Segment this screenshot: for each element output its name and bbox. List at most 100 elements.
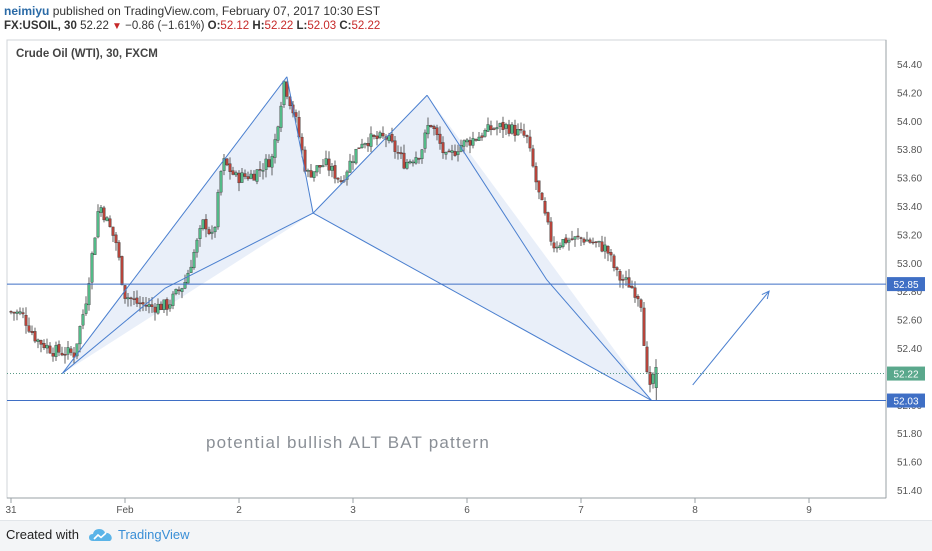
y-tick-label: 51.80	[897, 429, 922, 440]
candle-body	[51, 353, 55, 357]
candle-body	[57, 344, 61, 353]
candle-body	[513, 124, 517, 136]
y-tick-label: 54.20	[897, 88, 922, 99]
candle-body	[219, 171, 223, 193]
candle-body	[138, 302, 142, 305]
pattern-leg-ab	[286, 76, 314, 214]
candle-body	[528, 136, 532, 149]
candle-body	[573, 236, 577, 240]
candle-body	[483, 130, 487, 137]
candle-body	[654, 373, 658, 388]
candle-body	[429, 125, 433, 128]
pattern-leg-bc	[312, 94, 428, 214]
candle-body	[615, 267, 619, 271]
low-price-tag: 52.03	[893, 397, 918, 408]
candle-body	[294, 112, 298, 117]
candle-body	[363, 143, 367, 145]
candle-body	[180, 288, 184, 292]
candle-body	[510, 124, 514, 134]
candle-body	[174, 289, 178, 295]
candle-body	[144, 305, 148, 307]
candle-body	[42, 343, 46, 349]
candle-body	[150, 304, 154, 307]
username-link[interactable]: neimiyu	[4, 4, 50, 18]
candle-body	[456, 151, 460, 155]
candle-body	[477, 136, 481, 141]
candle-body	[621, 279, 625, 281]
candle-body	[345, 171, 349, 180]
current-price-tag-bg	[887, 366, 925, 381]
projection-arrow-head	[761, 290, 770, 300]
candle-body	[612, 255, 616, 269]
tradingview-brand-link[interactable]: TradingView	[118, 527, 190, 542]
price-chart[interactable]: Crude Oil (WTI), 30, FXCM 54.40 54.20 54.0…	[0, 0, 932, 520]
candle-body	[423, 132, 427, 149]
candle-body	[312, 171, 316, 178]
x-tick-label: Feb	[116, 505, 134, 516]
candle-body	[315, 165, 319, 173]
candle-body	[375, 135, 379, 140]
candle-body	[105, 217, 109, 222]
candle-body	[171, 293, 175, 306]
candle-body	[414, 157, 418, 164]
low-label: L:	[296, 20, 308, 32]
candle-body	[75, 343, 79, 357]
chart-frame	[6, 39, 887, 499]
candle-body	[279, 105, 283, 128]
pattern-leg-xb-2	[164, 212, 314, 289]
candle-body	[567, 239, 571, 243]
candle-body	[372, 135, 376, 137]
candle-body	[501, 121, 505, 130]
candle-body	[630, 285, 634, 289]
candle-body	[321, 165, 325, 167]
candle-body	[351, 161, 355, 163]
candle-body	[354, 148, 358, 164]
created-with-text: Created with	[6, 527, 79, 542]
candle-body	[189, 266, 193, 273]
resistance-price-tag-bg	[887, 277, 925, 292]
candle-body	[531, 148, 535, 167]
candle-body	[165, 299, 169, 310]
candle-body	[156, 303, 160, 314]
ohlc-line: FX:USOIL, 30 52.22 ▼ −0.86 (−1.61%) O:52…	[4, 20, 380, 32]
candle-body	[498, 123, 502, 127]
candle-body	[402, 152, 406, 169]
candle-body	[240, 172, 244, 183]
candle-body	[486, 124, 490, 132]
candle-body	[441, 142, 445, 154]
candle-body	[606, 245, 610, 254]
chart-header: neimiyu published on TradingView.com, Fe…	[0, 0, 932, 36]
candle-body	[54, 345, 58, 357]
candle-body	[489, 125, 493, 131]
candle-body	[558, 245, 562, 248]
candle-body	[147, 304, 151, 307]
candle-body	[18, 311, 22, 314]
candle-body	[87, 283, 91, 306]
pattern-leg-cd-2	[546, 279, 653, 401]
candle-body	[651, 374, 655, 384]
candle-body	[444, 152, 448, 155]
candle-body	[495, 127, 499, 130]
candle-body	[297, 117, 301, 138]
y-tick-label: 52.80	[897, 287, 922, 298]
y-tick-label: 51.40	[897, 486, 922, 497]
candle-body	[129, 297, 133, 300]
candle-body	[369, 133, 373, 147]
candle-body	[228, 163, 232, 172]
candle-body	[27, 325, 31, 332]
y-tick-label: 53.20	[897, 230, 922, 241]
candle-body	[36, 339, 40, 342]
open-label: O:	[207, 20, 221, 32]
candle-body	[582, 238, 586, 243]
candle-body	[420, 149, 424, 159]
current-price-tag: 52.22	[893, 370, 918, 381]
candle-body	[162, 299, 166, 310]
open-value: 52.12	[220, 20, 250, 32]
candle-body	[438, 133, 442, 144]
candle-body	[624, 277, 628, 280]
candle-body	[387, 135, 391, 141]
candle-body	[330, 166, 334, 171]
candle-body	[258, 169, 262, 171]
candle-body	[120, 256, 124, 286]
candle-body	[225, 158, 229, 166]
